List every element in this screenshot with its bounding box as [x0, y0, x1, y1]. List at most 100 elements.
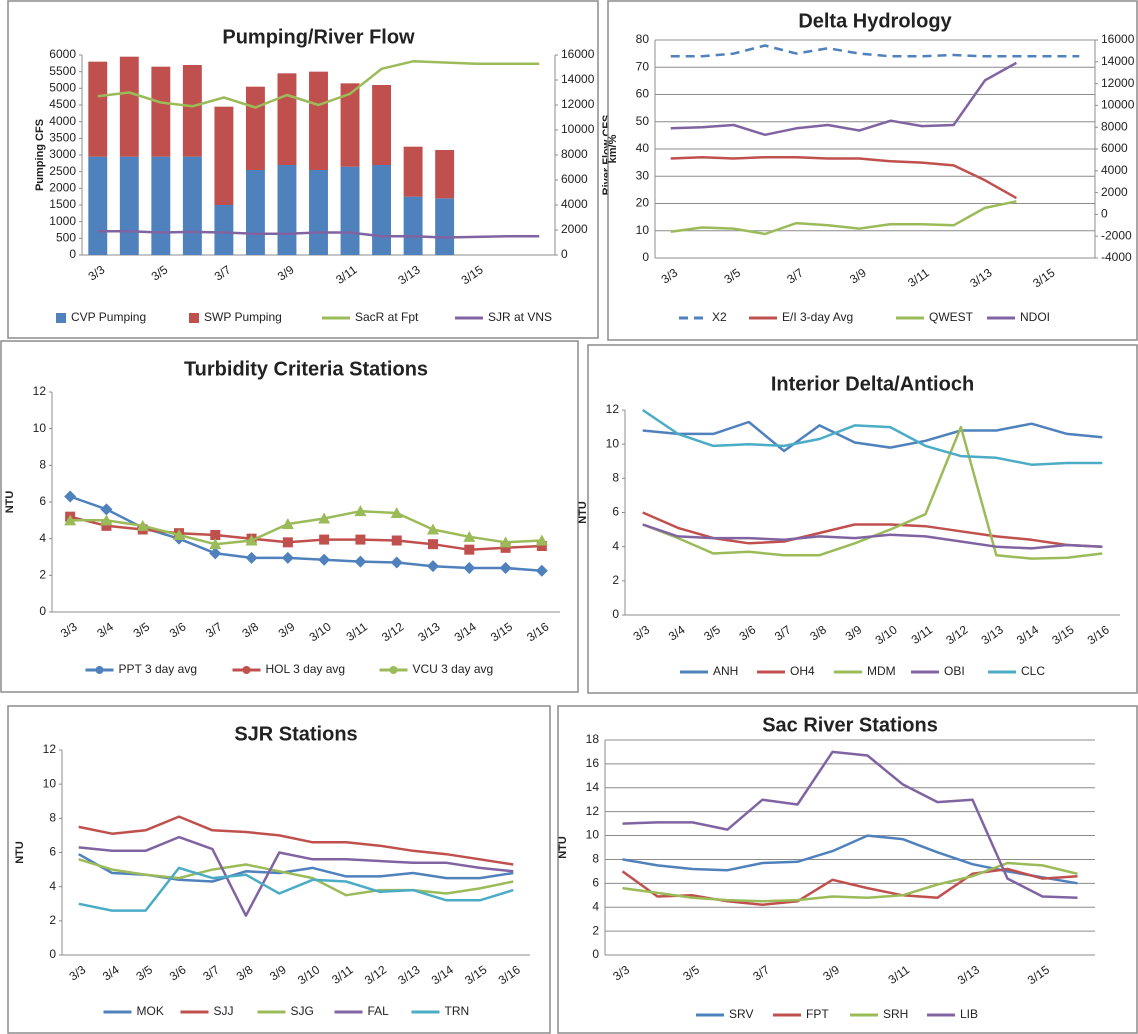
marker [281, 518, 294, 529]
marker [209, 538, 222, 550]
legend-label: E/I 3-day Avg [782, 310, 853, 324]
legend-marker [242, 666, 251, 674]
y-tick-label: 2 [39, 568, 46, 582]
marker [535, 564, 548, 577]
y-tick-label: 8 [612, 471, 619, 485]
marker [391, 535, 402, 546]
series-line [97, 230, 540, 239]
y-tick-label: 0 [69, 247, 76, 261]
y2-tick-label: 12000 [1101, 76, 1135, 90]
panel-frame [0, 340, 579, 693]
legend-label: HOL 3 day avg [266, 662, 346, 676]
y-tick-label: 10 [636, 223, 650, 237]
chart-title: Pumping/River Flow [222, 26, 415, 48]
bar [245, 170, 265, 255]
bar [403, 196, 423, 255]
series-line [622, 750, 1078, 899]
y-tick-label: 80 [636, 32, 650, 46]
bar [435, 150, 455, 199]
marker [499, 536, 512, 548]
y-tick-label: 2500 [49, 164, 76, 178]
marker [427, 523, 439, 535]
marker [390, 507, 403, 518]
legend-label: SJJ [214, 1004, 234, 1018]
bar [151, 66, 171, 157]
y-tick-label: 8 [592, 852, 599, 866]
chart-panel: Delta Hydrology 0 10 20 30 40 50 60 70 80 -4000 -20… [607, 0, 1138, 341]
y2-tick-label: 16000 [561, 47, 595, 61]
bar [372, 85, 392, 165]
marker [354, 555, 367, 568]
bar [182, 156, 202, 255]
marker [282, 537, 293, 548]
y2-tick-label: 4000 [1101, 163, 1128, 177]
series-line [642, 523, 1103, 550]
y-axis-label: NTU [14, 841, 26, 864]
marker [210, 530, 221, 540]
legend-label: CVP Pumping [71, 310, 146, 324]
series-line [78, 858, 514, 897]
bar [309, 170, 328, 255]
bar [277, 73, 297, 165]
bar [277, 165, 297, 255]
legend-label: CLC [1021, 664, 1045, 678]
y2-tick-label: 0 [1101, 207, 1108, 221]
bar [88, 156, 108, 255]
y-tick-label: 2 [612, 573, 619, 587]
legend-label: QWEST [929, 310, 974, 324]
legend-label: FAL [368, 1004, 390, 1018]
series-line [670, 155, 1018, 200]
marker [64, 490, 77, 503]
y-tick-label: 14 [586, 780, 600, 794]
marker [500, 542, 511, 553]
legend-swatch [189, 313, 199, 323]
y2-tick-label: 6000 [1101, 141, 1128, 155]
legend-label: SJG [291, 1004, 314, 1018]
bar [88, 61, 108, 157]
y2-tick-label: 6000 [561, 172, 588, 186]
y-tick-label: 10 [586, 828, 600, 842]
y-tick-label: 4 [612, 539, 619, 553]
y-tick-label: 0 [642, 250, 649, 264]
legend-label: NDOI [1020, 310, 1050, 324]
legend-label: VCU 3 day avg [413, 662, 494, 676]
y2-tick-label: 0 [561, 247, 568, 261]
marker [136, 519, 149, 531]
y-tick-label: 500 [56, 231, 76, 245]
bar [403, 146, 423, 197]
y-tick-label: 0 [592, 947, 599, 961]
series-line [78, 815, 514, 866]
y-tick-label: 6 [592, 876, 599, 890]
y-tick-label: 1500 [49, 197, 76, 211]
marker [100, 514, 113, 526]
series-line [670, 61, 1018, 137]
legend-label: SacR at Fpt [355, 310, 419, 324]
bar [435, 198, 455, 255]
y-tick-label: 10 [33, 421, 47, 435]
legend-label: LIB [960, 1007, 978, 1021]
y-tick-label: 12 [586, 804, 600, 818]
y2-tick-label: 12000 [561, 97, 595, 111]
y-axis-label: NTU [4, 491, 16, 514]
bar [151, 156, 171, 255]
legend-label: PPT 3 day avg [119, 662, 198, 676]
bar [119, 156, 139, 255]
legend-label: OH4 [790, 664, 815, 678]
y-tick-label: 4000 [49, 114, 76, 128]
series-line [69, 515, 542, 551]
y-tick-label: 0 [39, 604, 46, 618]
y-axis-label: Pumping CFS [34, 119, 46, 191]
bar [245, 86, 265, 170]
marker [354, 505, 367, 517]
chart-title: SJR Stations [234, 723, 357, 745]
y-tick-label: 18 [586, 732, 600, 746]
y-axis-label: NTU [577, 501, 589, 524]
marker [281, 551, 294, 564]
bar [182, 65, 202, 157]
y-tick-label: 5500 [49, 64, 76, 78]
y2-tick-label: 2000 [561, 222, 588, 236]
